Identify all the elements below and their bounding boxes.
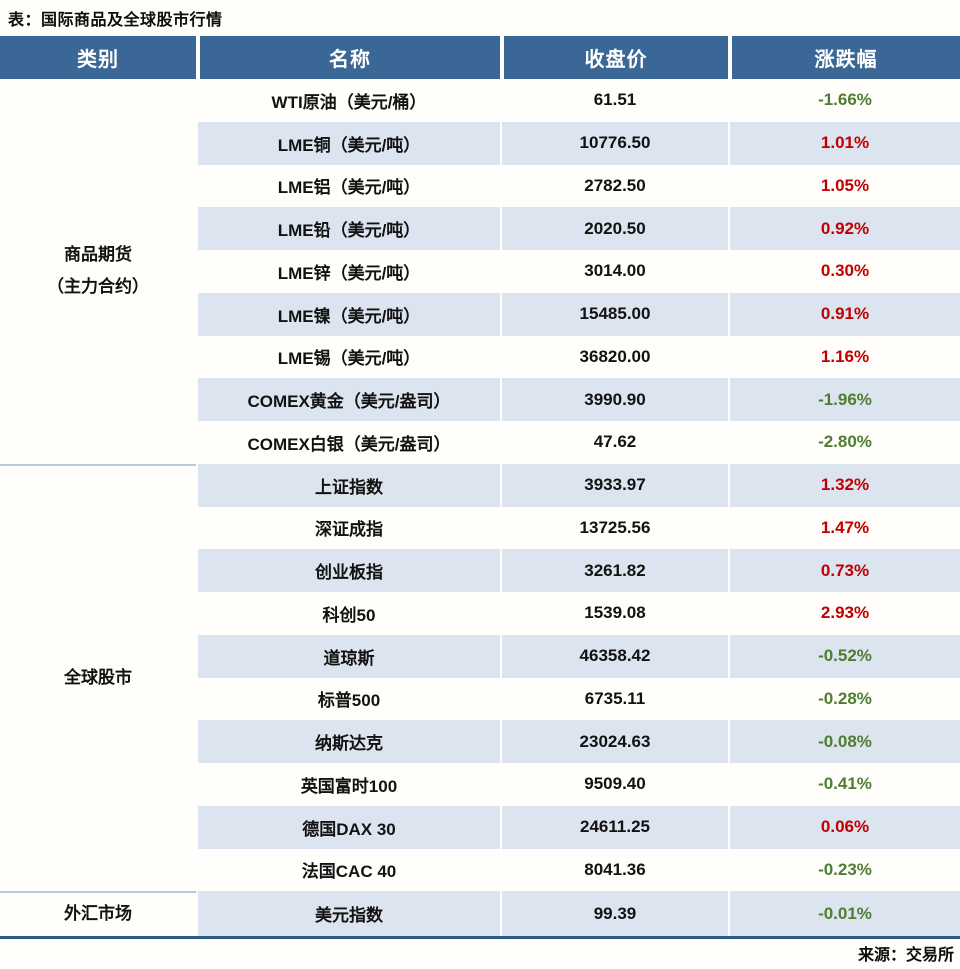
change-cell: -2.80% <box>728 421 960 464</box>
name-cell: 道琼斯 <box>196 634 500 678</box>
category-line: 全球股市 <box>64 668 132 688</box>
close-cell: 3933.97 <box>500 463 728 507</box>
change-cell: -0.01% <box>728 891 960 936</box>
name-cell: COMEX黄金（美元/盎司） <box>196 378 500 421</box>
name-cell: LME铅（美元/吨） <box>196 207 500 250</box>
change-cell: 0.06% <box>728 805 960 849</box>
category-cell: 全球股市 <box>0 463 196 892</box>
name-cell: LME锌（美元/吨） <box>196 250 500 293</box>
change-cell: 0.73% <box>728 549 960 592</box>
name-cell: 标普500 <box>196 677 500 721</box>
change-cell: 1.01% <box>728 121 960 165</box>
header-change: 涨跌幅 <box>728 36 960 79</box>
name-cell: COMEX白银（美元/盎司） <box>196 421 500 464</box>
close-cell: 3990.90 <box>500 378 728 421</box>
change-cell: 1.47% <box>728 506 960 550</box>
table-row: 深证成指 13725.56 1.47% <box>0 506 960 550</box>
close-cell: 1539.08 <box>500 592 728 635</box>
table-row: 外汇市场 美元指数 99.39 -0.01% <box>0 891 960 936</box>
close-cell: 6735.11 <box>500 677 728 721</box>
table-row: 纳斯达克 23024.63 -0.08% <box>0 720 960 763</box>
category-line: 商品期货 <box>64 245 132 265</box>
table-row: 商品期货 （主力合约） WTI原油（美元/桶） 61.51 -1.66% <box>0 79 960 464</box>
change-cell: 0.91% <box>728 292 960 336</box>
table-row: 英国富时100 9509.40 -0.41% <box>0 763 960 806</box>
name-cell: 上证指数 <box>196 463 500 507</box>
table-row: LME铅（美元/吨） 2020.50 0.92% <box>0 207 960 250</box>
table-row: LME锡（美元/吨） 36820.00 1.16% <box>0 335 960 379</box>
change-cell: 2.93% <box>728 592 960 635</box>
change-cell: -0.41% <box>728 763 960 806</box>
name-cell: WTI原油（美元/桶） <box>196 79 500 122</box>
close-cell: 15485.00 <box>500 292 728 336</box>
table-row: LME镍（美元/吨） 15485.00 0.91% <box>0 292 960 336</box>
quotes-table-wrap: 类别 名称 收盘价 涨跌幅 商品期货 （主力合约） WTI原油（美元/桶） 61.51… <box>0 36 960 939</box>
table-row: LME铝（美元/吨） 2782.50 1.05% <box>0 164 960 208</box>
change-cell: 1.05% <box>728 164 960 208</box>
table-row: 德国DAX 30 24611.25 0.06% <box>0 805 960 849</box>
name-cell: 深证成指 <box>196 506 500 550</box>
header-name: 名称 <box>196 36 500 79</box>
close-cell: 10776.50 <box>500 121 728 165</box>
close-cell: 2782.50 <box>500 164 728 208</box>
category-cell: 商品期货 （主力合约） <box>0 79 196 464</box>
close-cell: 99.39 <box>500 891 728 936</box>
close-cell: 3261.82 <box>500 549 728 592</box>
name-cell: LME镍（美元/吨） <box>196 292 500 336</box>
category-line: （主力合约） <box>47 277 149 297</box>
close-cell: 3014.00 <box>500 250 728 293</box>
close-cell: 23024.63 <box>500 720 728 763</box>
name-cell: 英国富时100 <box>196 763 500 806</box>
header-category: 类别 <box>0 36 196 79</box>
table-row: 标普500 6735.11 -0.28% <box>0 677 960 721</box>
header-close: 收盘价 <box>500 36 728 79</box>
close-cell: 8041.36 <box>500 848 728 892</box>
table-body: 商品期货 （主力合约） WTI原油（美元/桶） 61.51 -1.66% LME铜（美元/… <box>0 79 960 936</box>
table-row: COMEX黄金（美元/盎司） 3990.90 -1.96% <box>0 378 960 421</box>
table-header-row: 类别 名称 收盘价 涨跌幅 <box>0 36 960 79</box>
name-cell: 纳斯达克 <box>196 720 500 763</box>
name-cell: 美元指数 <box>196 891 500 936</box>
table-row: 道琼斯 46358.42 -0.52% <box>0 634 960 678</box>
table-row: 科创50 1539.08 2.93% <box>0 592 960 635</box>
close-cell: 46358.42 <box>500 634 728 678</box>
table-row: COMEX白银（美元/盎司） 47.62 -2.80% <box>0 421 960 464</box>
name-cell: 法国CAC 40 <box>196 848 500 892</box>
table-row: LME铜（美元/吨） 10776.50 1.01% <box>0 121 960 165</box>
table-row: 全球股市 上证指数 3933.97 1.32% <box>0 463 960 892</box>
table-row: LME锌（美元/吨） 3014.00 0.30% <box>0 250 960 293</box>
category-cell: 外汇市场 <box>0 891 196 936</box>
change-cell: 1.16% <box>728 335 960 379</box>
category-line: 外汇市场 <box>64 904 132 924</box>
close-cell: 9509.40 <box>500 763 728 806</box>
close-cell: 24611.25 <box>500 805 728 849</box>
change-cell: -0.28% <box>728 677 960 721</box>
change-cell: -0.23% <box>728 848 960 892</box>
change-cell: 0.30% <box>728 250 960 293</box>
name-cell: 科创50 <box>196 592 500 635</box>
change-cell: -1.96% <box>728 378 960 421</box>
table-row: 法国CAC 40 8041.36 -0.23% <box>0 848 960 892</box>
name-cell: 创业板指 <box>196 549 500 592</box>
name-cell: LME锡（美元/吨） <box>196 335 500 379</box>
close-cell: 13725.56 <box>500 506 728 550</box>
change-cell: -1.66% <box>728 79 960 122</box>
change-cell: -0.08% <box>728 720 960 763</box>
source-note: 来源：交易所 <box>857 947 954 964</box>
change-cell: 0.92% <box>728 207 960 250</box>
close-cell: 61.51 <box>500 79 728 122</box>
table-row: 创业板指 3261.82 0.73% <box>0 549 960 592</box>
close-cell: 2020.50 <box>500 207 728 250</box>
close-cell: 36820.00 <box>500 335 728 379</box>
change-cell: 1.32% <box>728 463 960 507</box>
name-cell: 德国DAX 30 <box>196 805 500 849</box>
close-cell: 47.62 <box>500 421 728 464</box>
name-cell: LME铜（美元/吨） <box>196 121 500 165</box>
change-cell: -0.52% <box>728 634 960 678</box>
page-title: 表：国际商品及全球股市行情 <box>8 12 223 29</box>
quotes-table: 类别 名称 收盘价 涨跌幅 商品期货 （主力合约） WTI原油（美元/桶） 61.51… <box>0 36 960 936</box>
name-cell: LME铝（美元/吨） <box>196 164 500 208</box>
